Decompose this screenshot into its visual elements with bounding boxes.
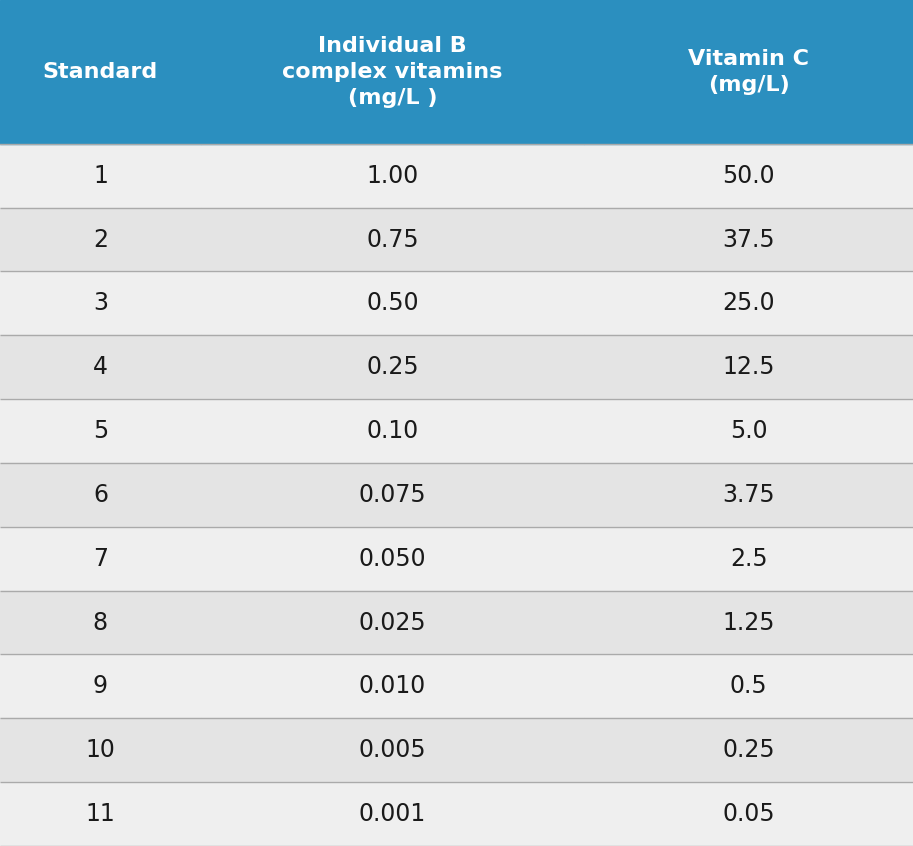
- Text: 10: 10: [86, 739, 115, 762]
- Bar: [201, 399, 584, 463]
- Text: 25.0: 25.0: [722, 291, 775, 316]
- Text: 0.25: 0.25: [722, 739, 775, 762]
- Bar: [0, 272, 201, 335]
- Bar: [584, 718, 913, 783]
- Text: 5.0: 5.0: [729, 419, 768, 443]
- Text: 2.5: 2.5: [729, 547, 768, 571]
- Text: 12.5: 12.5: [722, 355, 775, 379]
- Text: 0.001: 0.001: [359, 802, 426, 826]
- Bar: [584, 527, 913, 591]
- Text: 5: 5: [93, 419, 108, 443]
- Text: 7: 7: [93, 547, 108, 571]
- Text: 0.075: 0.075: [359, 483, 426, 507]
- Bar: [201, 144, 584, 207]
- Text: 1.00: 1.00: [366, 164, 419, 188]
- Text: 0.5: 0.5: [729, 674, 768, 699]
- Bar: [584, 144, 913, 207]
- Bar: [201, 527, 584, 591]
- Bar: [0, 0, 201, 144]
- Text: 0.05: 0.05: [722, 802, 775, 826]
- Text: 8: 8: [93, 611, 108, 634]
- Bar: [0, 591, 201, 655]
- Text: Individual B
complex vitamins
(mg/L ): Individual B complex vitamins (mg/L ): [282, 36, 503, 107]
- Bar: [201, 463, 584, 527]
- Bar: [201, 718, 584, 783]
- Bar: [201, 783, 584, 846]
- Bar: [584, 463, 913, 527]
- Bar: [201, 207, 584, 272]
- Bar: [584, 272, 913, 335]
- Bar: [584, 655, 913, 718]
- Text: 0.10: 0.10: [366, 419, 419, 443]
- Bar: [0, 207, 201, 272]
- Bar: [201, 655, 584, 718]
- Text: 0.010: 0.010: [359, 674, 426, 699]
- Bar: [201, 0, 584, 144]
- Bar: [584, 335, 913, 399]
- Text: 3: 3: [93, 291, 108, 316]
- Text: Standard: Standard: [43, 62, 158, 82]
- Text: 4: 4: [93, 355, 108, 379]
- Bar: [0, 463, 201, 527]
- Bar: [0, 718, 201, 783]
- Bar: [0, 335, 201, 399]
- Text: 2: 2: [93, 228, 108, 251]
- Text: 11: 11: [86, 802, 115, 826]
- Bar: [201, 335, 584, 399]
- Text: 6: 6: [93, 483, 108, 507]
- Bar: [0, 783, 201, 846]
- Bar: [584, 0, 913, 144]
- Bar: [584, 207, 913, 272]
- Text: Vitamin C
(mg/L): Vitamin C (mg/L): [688, 49, 809, 95]
- Text: 0.50: 0.50: [366, 291, 419, 316]
- Text: 0.050: 0.050: [359, 547, 426, 571]
- Text: 0.75: 0.75: [366, 228, 419, 251]
- Text: 1.25: 1.25: [722, 611, 775, 634]
- Bar: [0, 655, 201, 718]
- Text: 1: 1: [93, 164, 108, 188]
- Bar: [201, 591, 584, 655]
- Text: 50.0: 50.0: [722, 164, 775, 188]
- Text: 3.75: 3.75: [722, 483, 775, 507]
- Bar: [0, 144, 201, 207]
- Text: 0.25: 0.25: [366, 355, 419, 379]
- Text: 0.025: 0.025: [359, 611, 426, 634]
- Bar: [0, 399, 201, 463]
- Text: 9: 9: [93, 674, 108, 699]
- Bar: [0, 527, 201, 591]
- Text: 37.5: 37.5: [722, 228, 775, 251]
- Bar: [584, 399, 913, 463]
- Bar: [584, 591, 913, 655]
- Bar: [201, 272, 584, 335]
- Bar: [584, 783, 913, 846]
- Text: 0.005: 0.005: [359, 739, 426, 762]
